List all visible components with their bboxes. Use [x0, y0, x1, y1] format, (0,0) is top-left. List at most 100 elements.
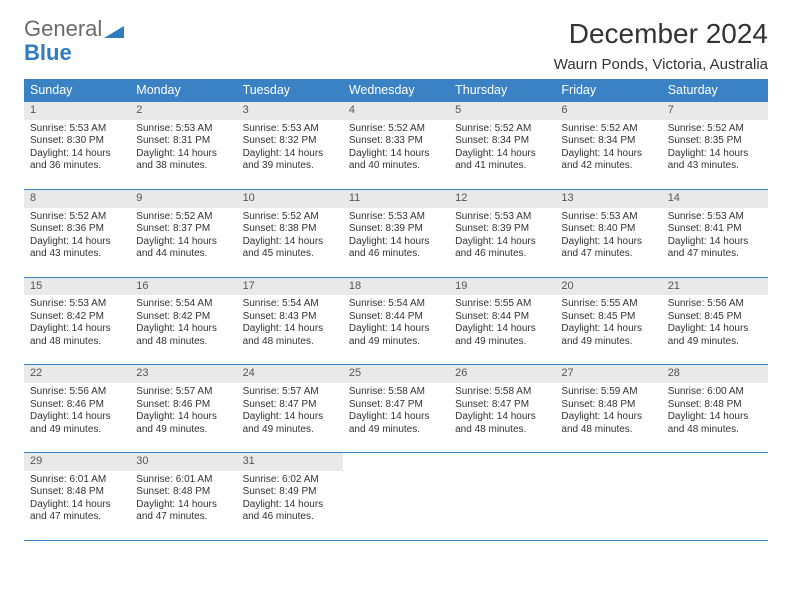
weekday-header-row: SundayMondayTuesdayWednesdayThursdayFrid…	[24, 79, 768, 102]
sunrise-line: Sunrise: 5:53 AM	[561, 211, 655, 224]
weekday-header: Monday	[130, 79, 236, 102]
sunset-line: Sunset: 8:30 PM	[30, 135, 124, 148]
daylight-line: Daylight: 14 hours and 47 minutes.	[136, 499, 230, 524]
day-body: Sunrise: 6:00 AMSunset: 8:48 PMDaylight:…	[662, 383, 768, 452]
day-body: Sunrise: 5:53 AMSunset: 8:30 PMDaylight:…	[24, 120, 130, 189]
day-body: Sunrise: 5:52 AMSunset: 8:35 PMDaylight:…	[662, 120, 768, 189]
calendar-row: 15Sunrise: 5:53 AMSunset: 8:42 PMDayligh…	[24, 277, 768, 365]
day-number: 25	[343, 365, 449, 383]
calendar-cell: 19Sunrise: 5:55 AMSunset: 8:44 PMDayligh…	[449, 277, 555, 365]
day-number: 22	[24, 365, 130, 383]
sunrise-line: Sunrise: 5:52 AM	[136, 211, 230, 224]
calendar-cell: 6Sunrise: 5:52 AMSunset: 8:34 PMDaylight…	[555, 102, 661, 190]
daylight-line: Daylight: 14 hours and 49 minutes.	[561, 323, 655, 348]
sunset-line: Sunset: 8:48 PM	[136, 486, 230, 499]
brand-logo: General Blue	[24, 18, 124, 64]
sunset-line: Sunset: 8:42 PM	[30, 311, 124, 324]
page-title: December 2024	[554, 18, 768, 50]
day-body: Sunrise: 5:54 AMSunset: 8:43 PMDaylight:…	[237, 295, 343, 364]
calendar-cell: 14Sunrise: 5:53 AMSunset: 8:41 PMDayligh…	[662, 189, 768, 277]
calendar-cell: 13Sunrise: 5:53 AMSunset: 8:40 PMDayligh…	[555, 189, 661, 277]
daylight-line: Daylight: 14 hours and 48 minutes.	[30, 323, 124, 348]
day-number: 8	[24, 190, 130, 208]
daylight-line: Daylight: 14 hours and 48 minutes.	[668, 411, 762, 436]
sunrise-line: Sunrise: 5:57 AM	[243, 386, 337, 399]
sunrise-line: Sunrise: 5:52 AM	[668, 123, 762, 136]
daylight-line: Daylight: 14 hours and 49 minutes.	[349, 323, 443, 348]
location: Waurn Ponds, Victoria, Australia	[554, 56, 768, 73]
sunset-line: Sunset: 8:35 PM	[668, 135, 762, 148]
calendar-cell: 16Sunrise: 5:54 AMSunset: 8:42 PMDayligh…	[130, 277, 236, 365]
daylight-line: Daylight: 14 hours and 48 minutes.	[243, 323, 337, 348]
day-body: Sunrise: 5:58 AMSunset: 8:47 PMDaylight:…	[449, 383, 555, 452]
day-number: 12	[449, 190, 555, 208]
sunset-line: Sunset: 8:48 PM	[668, 399, 762, 412]
sunrise-line: Sunrise: 5:53 AM	[30, 298, 124, 311]
day-number: 24	[237, 365, 343, 383]
daylight-line: Daylight: 14 hours and 39 minutes.	[243, 148, 337, 173]
sunrise-line: Sunrise: 6:01 AM	[30, 474, 124, 487]
day-body: Sunrise: 5:54 AMSunset: 8:42 PMDaylight:…	[130, 295, 236, 364]
sunset-line: Sunset: 8:40 PM	[561, 223, 655, 236]
brand-line2: Blue	[24, 40, 72, 65]
calendar-cell: 21Sunrise: 5:56 AMSunset: 8:45 PMDayligh…	[662, 277, 768, 365]
day-number: 1	[24, 102, 130, 120]
daylight-line: Daylight: 14 hours and 43 minutes.	[668, 148, 762, 173]
sunrise-line: Sunrise: 5:52 AM	[30, 211, 124, 224]
day-body: Sunrise: 5:52 AMSunset: 8:34 PMDaylight:…	[555, 120, 661, 189]
sunrise-line: Sunrise: 5:55 AM	[561, 298, 655, 311]
sunset-line: Sunset: 8:46 PM	[30, 399, 124, 412]
day-body: Sunrise: 5:52 AMSunset: 8:34 PMDaylight:…	[449, 120, 555, 189]
day-body: Sunrise: 5:52 AMSunset: 8:37 PMDaylight:…	[130, 208, 236, 277]
day-body: Sunrise: 5:56 AMSunset: 8:46 PMDaylight:…	[24, 383, 130, 452]
daylight-line: Daylight: 14 hours and 49 minutes.	[455, 323, 549, 348]
sunset-line: Sunset: 8:49 PM	[243, 486, 337, 499]
calendar-cell: 11Sunrise: 5:53 AMSunset: 8:39 PMDayligh…	[343, 189, 449, 277]
daylight-line: Daylight: 14 hours and 47 minutes.	[561, 236, 655, 261]
daylight-line: Daylight: 14 hours and 42 minutes.	[561, 148, 655, 173]
calendar-cell: 1Sunrise: 5:53 AMSunset: 8:30 PMDaylight…	[24, 102, 130, 190]
header: General Blue December 2024 Waurn Ponds, …	[24, 18, 768, 73]
weekday-header: Saturday	[662, 79, 768, 102]
sunrise-line: Sunrise: 6:01 AM	[136, 474, 230, 487]
daylight-line: Daylight: 14 hours and 48 minutes.	[561, 411, 655, 436]
calendar-cell: 22Sunrise: 5:56 AMSunset: 8:46 PMDayligh…	[24, 365, 130, 453]
logo-triangle-icon	[104, 20, 124, 42]
calendar-cell: 8Sunrise: 5:52 AMSunset: 8:36 PMDaylight…	[24, 189, 130, 277]
weekday-header: Wednesday	[343, 79, 449, 102]
calendar-cell: 5Sunrise: 5:52 AMSunset: 8:34 PMDaylight…	[449, 102, 555, 190]
day-body: Sunrise: 5:52 AMSunset: 8:38 PMDaylight:…	[237, 208, 343, 277]
day-number: 16	[130, 278, 236, 296]
daylight-line: Daylight: 14 hours and 48 minutes.	[455, 411, 549, 436]
calendar-cell	[343, 453, 449, 541]
sunset-line: Sunset: 8:48 PM	[30, 486, 124, 499]
day-number: 23	[130, 365, 236, 383]
sunrise-line: Sunrise: 5:54 AM	[349, 298, 443, 311]
calendar-row: 22Sunrise: 5:56 AMSunset: 8:46 PMDayligh…	[24, 365, 768, 453]
calendar-cell: 10Sunrise: 5:52 AMSunset: 8:38 PMDayligh…	[237, 189, 343, 277]
daylight-line: Daylight: 14 hours and 40 minutes.	[349, 148, 443, 173]
day-body: Sunrise: 5:53 AMSunset: 8:42 PMDaylight:…	[24, 295, 130, 364]
sunrise-line: Sunrise: 5:53 AM	[455, 211, 549, 224]
day-number: 26	[449, 365, 555, 383]
day-number: 6	[555, 102, 661, 120]
sunset-line: Sunset: 8:47 PM	[243, 399, 337, 412]
calendar-cell	[662, 453, 768, 541]
sunset-line: Sunset: 8:41 PM	[668, 223, 762, 236]
daylight-line: Daylight: 14 hours and 49 minutes.	[349, 411, 443, 436]
calendar-cell: 26Sunrise: 5:58 AMSunset: 8:47 PMDayligh…	[449, 365, 555, 453]
sunset-line: Sunset: 8:34 PM	[455, 135, 549, 148]
weekday-header: Thursday	[449, 79, 555, 102]
sunset-line: Sunset: 8:36 PM	[30, 223, 124, 236]
day-body: Sunrise: 5:53 AMSunset: 8:32 PMDaylight:…	[237, 120, 343, 189]
day-number: 2	[130, 102, 236, 120]
calendar-cell: 20Sunrise: 5:55 AMSunset: 8:45 PMDayligh…	[555, 277, 661, 365]
day-body: Sunrise: 5:54 AMSunset: 8:44 PMDaylight:…	[343, 295, 449, 364]
calendar-cell: 3Sunrise: 5:53 AMSunset: 8:32 PMDaylight…	[237, 102, 343, 190]
daylight-line: Daylight: 14 hours and 46 minutes.	[243, 499, 337, 524]
calendar-row: 8Sunrise: 5:52 AMSunset: 8:36 PMDaylight…	[24, 189, 768, 277]
daylight-line: Daylight: 14 hours and 47 minutes.	[668, 236, 762, 261]
sunset-line: Sunset: 8:42 PM	[136, 311, 230, 324]
calendar-cell: 24Sunrise: 5:57 AMSunset: 8:47 PMDayligh…	[237, 365, 343, 453]
day-body: Sunrise: 6:02 AMSunset: 8:49 PMDaylight:…	[237, 471, 343, 540]
